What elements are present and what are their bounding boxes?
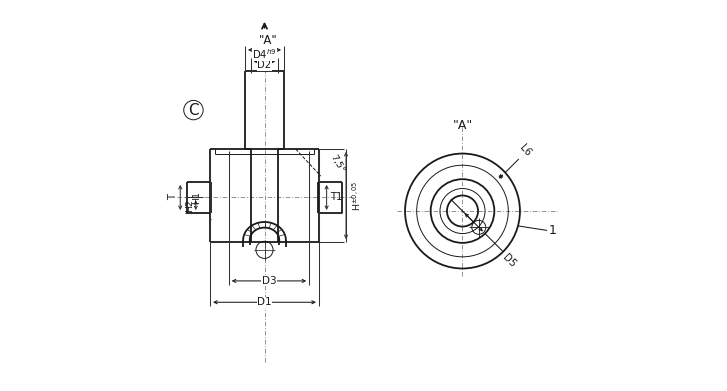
Text: D4$^{h9}$: D4$^{h9}$ [252,47,277,61]
Text: T1: T1 [331,192,343,203]
Text: T: T [168,194,178,201]
Text: D3: D3 [262,276,276,286]
Text: H2: H2 [185,199,194,212]
Text: 7,5°: 7,5° [329,153,346,174]
Text: H$^{\pm0,05}$: H$^{\pm0,05}$ [350,180,364,211]
Text: H1: H1 [192,191,201,204]
Text: "A": "A" [259,34,278,47]
Text: 1: 1 [549,224,557,237]
Text: D2: D2 [257,61,272,70]
Text: D1: D1 [257,297,272,307]
Text: C: C [188,102,198,118]
Text: L6: L6 [518,143,534,158]
Text: "A": "A" [452,119,473,132]
Text: D5: D5 [500,252,518,269]
